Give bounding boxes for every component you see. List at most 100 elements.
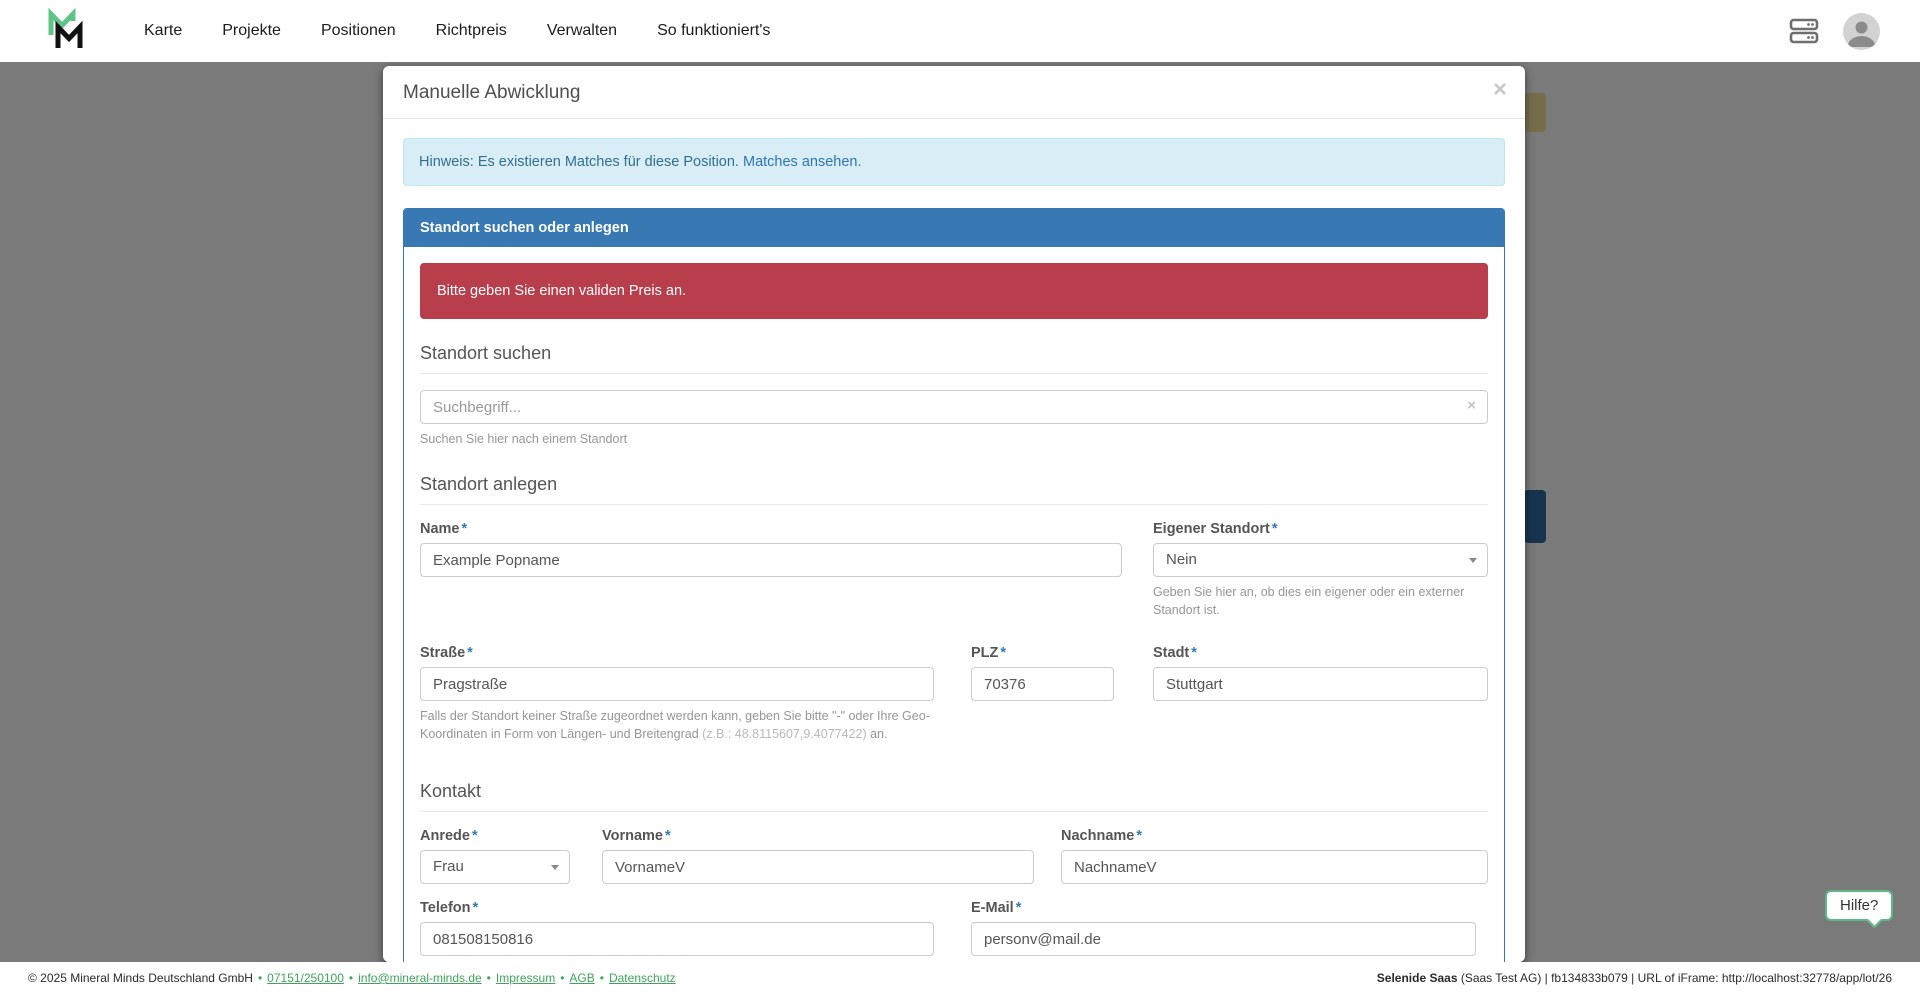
- strasse-help-example: (z.B.: 48.8115607,9.4077422): [702, 727, 867, 742]
- footer-email-link[interactable]: info@mineral-minds.de: [358, 971, 482, 985]
- name-label: Name *: [420, 521, 1122, 537]
- matches-info-text: Hinweis: Es existieren Matches für diese…: [419, 154, 739, 170]
- footer-impressum-link[interactable]: Impressum: [495, 971, 556, 985]
- nav-item-karte[interactable]: Karte: [144, 22, 183, 39]
- standort-search-input[interactable]: [420, 390, 1488, 424]
- logo-icon: [48, 8, 83, 48]
- nachname-label-text: Nachname: [1061, 828, 1135, 845]
- plz-field-group: PLZ *: [971, 645, 1114, 702]
- user-avatar-icon[interactable]: [1843, 12, 1880, 50]
- divider: [420, 504, 1488, 506]
- required-marker: *: [461, 521, 468, 538]
- matches-ansehen-link[interactable]: Matches ansehen.: [742, 154, 862, 170]
- footer-phone-link[interactable]: 07151/250100: [267, 971, 344, 985]
- eigener-standort-label-text: Eigener Standort: [1153, 521, 1270, 538]
- nachname-label: Nachname *: [1061, 828, 1488, 844]
- nav-item-positionen[interactable]: Positionen: [320, 22, 396, 39]
- nav-item-so-funktionierts[interactable]: So funktioniert's: [657, 22, 771, 39]
- form-row-contact-1: Anrede * Frau Vorname *: [420, 828, 1488, 900]
- required-marker: *: [1000, 645, 1007, 662]
- eigener-standort-select[interactable]: Nein: [1153, 543, 1488, 578]
- strasse-input[interactable]: [420, 667, 934, 702]
- anrede-value: Frau: [433, 858, 464, 876]
- divider: [420, 811, 1488, 813]
- session-info: (Saas Test AG) | fb134833b079 | URL of i…: [1457, 971, 1892, 985]
- section-heading-standort-suchen: Standort suchen: [420, 343, 552, 363]
- anrede-label: Anrede *: [420, 828, 570, 844]
- nav-item-verwalten[interactable]: Verwalten: [546, 22, 618, 39]
- mineral-minds-logo[interactable]: [44, 8, 88, 54]
- price-error-alert: Bitte geben Sie einen validen Preis an.: [420, 263, 1488, 319]
- email-field-group: E-Mail *: [971, 900, 1476, 957]
- copyright-text: © 2025 Mineral Minds Deutschland GmbH: [28, 971, 253, 985]
- plz-label-text: PLZ: [971, 645, 999, 662]
- nachname-input[interactable]: [1061, 850, 1488, 885]
- vorname-label-text: Vorname: [602, 828, 663, 845]
- hilfe-button-label: Hilfe?: [1840, 897, 1879, 914]
- vorname-input[interactable]: [602, 850, 1034, 885]
- plz-label: PLZ *: [971, 645, 1114, 661]
- required-marker: *: [471, 828, 478, 845]
- required-marker: *: [1015, 900, 1022, 917]
- strasse-field-group: Straße* Falls der Standort keiner Straße…: [420, 645, 934, 743]
- chevron-down-icon: [551, 865, 559, 871]
- standort-panel-body: Bitte geben Sie einen validen Preis an. …: [404, 247, 1504, 962]
- separator-dot: •: [599, 971, 604, 985]
- top-navbar: Karte Projekte Positionen Richtpreis Ver…: [0, 0, 1920, 62]
- manuelle-abwicklung-modal: Manuelle Abwicklung × Hinweis: Es existi…: [383, 66, 1525, 962]
- eigener-standort-help: Geben Sie hier an, ob dies ein eigener o…: [1153, 585, 1465, 618]
- required-marker: *: [467, 645, 473, 662]
- modal-body: Hinweis: Es existieren Matches für diese…: [383, 119, 1525, 962]
- telefon-label: Telefon *: [420, 900, 934, 916]
- plz-input[interactable]: [971, 667, 1114, 702]
- footer-left: © 2025 Mineral Minds Deutschland GmbH • 07…: [28, 971, 676, 985]
- anrede-select[interactable]: Frau: [420, 850, 570, 885]
- standort-search: ×: [420, 390, 1488, 424]
- name-field-group: Name *: [420, 521, 1122, 578]
- nav-item-richtpreis[interactable]: Richtpreis: [435, 22, 507, 39]
- footer-agb-link[interactable]: AGB: [569, 971, 595, 985]
- modal-header: Manuelle Abwicklung ×: [383, 66, 1525, 119]
- form-row-name: Name* Eigener Standort* Nein Geben Sie h…: [420, 521, 1488, 645]
- stadt-label-text: Stadt: [1153, 645, 1190, 662]
- anrede-label-text: Anrede: [420, 828, 470, 845]
- telefon-field-group: Telefon *: [420, 900, 934, 957]
- separator-dot: •: [257, 971, 263, 985]
- form-row-contact-2: Telefon* E-Mail*: [420, 900, 1488, 962]
- required-marker: *: [1136, 828, 1142, 845]
- stadt-field-group: Stadt *: [1153, 645, 1488, 702]
- nav-item-projekte[interactable]: Projekte: [222, 22, 281, 39]
- strasse-help-tail: an.: [866, 727, 888, 742]
- search-help-text: Suchen Sie hier nach einem Standort: [420, 432, 628, 446]
- telefon-label-text: Telefon: [420, 900, 471, 917]
- standort-panel: Standort suchen oder anlegen Bitte geben…: [403, 208, 1505, 962]
- form-row-address: Straße* Falls der Standort keiner Straße…: [420, 645, 1488, 757]
- close-icon[interactable]: ×: [1492, 76, 1507, 103]
- telefon-input[interactable]: [420, 922, 934, 957]
- hilfe-button[interactable]: Hilfe?: [1825, 890, 1894, 929]
- strasse-help-main: Falls der Standort keiner Straße zugeord…: [420, 709, 930, 742]
- section-heading-kontakt: Kontakt: [420, 781, 482, 802]
- stadt-input[interactable]: [1153, 667, 1488, 702]
- server-icon[interactable]: [1789, 17, 1819, 45]
- email-input[interactable]: [971, 922, 1476, 957]
- anrede-field-group: Anrede * Frau: [420, 828, 570, 885]
- required-marker: *: [1191, 645, 1197, 662]
- page-footer: © 2025 Mineral Minds Deutschland GmbH • 07…: [0, 962, 1920, 994]
- stadt-label: Stadt *: [1153, 645, 1488, 661]
- matches-info-alert: Hinweis: Es existieren Matches für diese…: [403, 138, 1505, 186]
- vorname-label: Vorname *: [602, 828, 1034, 844]
- modal-title: Manuelle Abwicklung: [403, 82, 581, 103]
- standort-panel-heading: Standort suchen oder anlegen: [404, 209, 1504, 247]
- footer-datenschutz-link[interactable]: Datenschutz: [608, 971, 676, 985]
- name-input[interactable]: [420, 543, 1122, 578]
- name-label-text: Name: [420, 521, 460, 538]
- clear-search-icon[interactable]: ×: [1467, 397, 1476, 414]
- chevron-down-icon: [1469, 558, 1477, 564]
- navbar-right: [1789, 12, 1880, 50]
- eigener-standort-field-group: Eigener Standort * Nein Geben Sie hier an…: [1153, 521, 1488, 619]
- required-marker: *: [472, 900, 479, 917]
- email-label-text: E-Mail: [971, 900, 1014, 917]
- nachname-field-group: Nachname *: [1061, 828, 1488, 885]
- required-marker: *: [664, 828, 671, 845]
